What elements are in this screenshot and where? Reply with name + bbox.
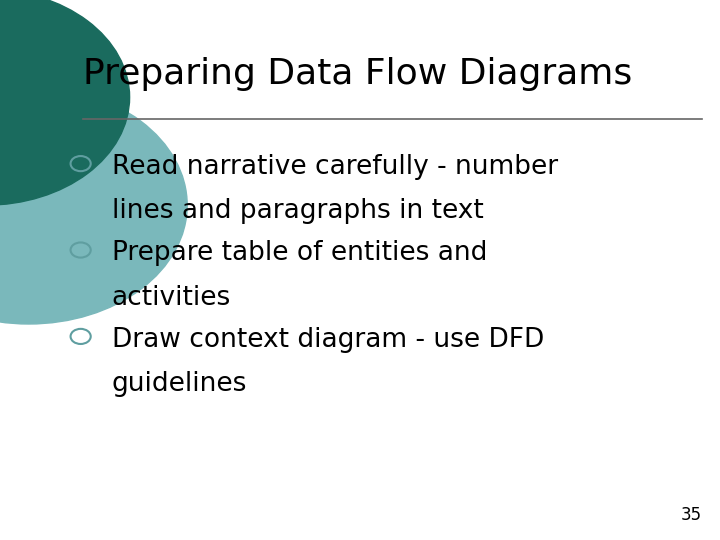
- Circle shape: [0, 0, 130, 205]
- Text: 35: 35: [681, 506, 702, 524]
- Text: Draw context diagram - use DFD: Draw context diagram - use DFD: [112, 327, 544, 353]
- Text: activities: activities: [112, 285, 231, 310]
- Circle shape: [0, 86, 187, 324]
- Text: lines and paragraphs in text: lines and paragraphs in text: [112, 198, 483, 224]
- Text: Read narrative carefully - number: Read narrative carefully - number: [112, 154, 558, 180]
- Text: Preparing Data Flow Diagrams: Preparing Data Flow Diagrams: [83, 57, 632, 91]
- Text: guidelines: guidelines: [112, 371, 247, 397]
- Text: Prepare table of entities and: Prepare table of entities and: [112, 240, 487, 266]
